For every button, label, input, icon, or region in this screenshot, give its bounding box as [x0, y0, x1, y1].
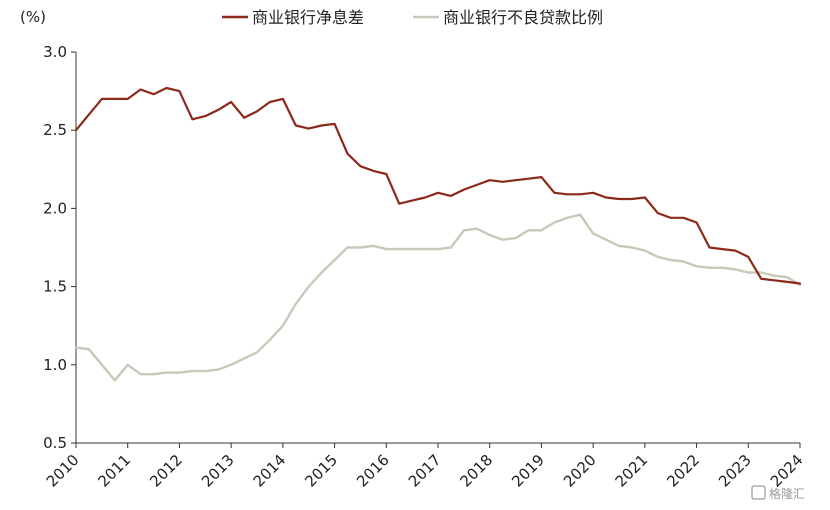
y-tick-label: 0.5 — [43, 434, 67, 452]
series-line-1 — [74, 86, 802, 285]
watermark: 格隆汇 — [751, 485, 805, 501]
x-tick-label: 2012 — [146, 451, 186, 491]
x-tick-label: 2018 — [457, 451, 497, 491]
y-tick-label: 1.0 — [43, 356, 67, 374]
y-tick-label: 1.5 — [43, 278, 67, 296]
watermark-logo-icon — [751, 485, 766, 500]
series-line-2 — [74, 213, 802, 382]
y-tick-label: 3.0 — [43, 43, 67, 61]
x-tick-label: 2015 — [301, 451, 341, 491]
y-tick-label: 2.5 — [43, 121, 67, 139]
x-tick-label: 2016 — [353, 451, 393, 491]
watermark-text: 格隆汇 — [769, 486, 805, 501]
x-tick-label: 2022 — [663, 451, 703, 491]
x-tick-label: 2023 — [715, 451, 755, 491]
x-tick-label: 2019 — [508, 451, 548, 491]
x-tick-label: 2011 — [95, 451, 135, 491]
axes: 0.5 1.0 1.5 2.0 2.5 3.0 2010 2011 2012 2013 2014 20… — [43, 43, 807, 491]
x-tick-label: 2020 — [560, 451, 600, 491]
legend-label-series-2: 商业银行不良贷款比例 — [443, 8, 603, 27]
x-tick-label: 2013 — [198, 451, 238, 491]
y-tick-label: 2.0 — [43, 199, 67, 217]
x-tick-label: 2014 — [250, 451, 290, 491]
x-tick-label: 2017 — [405, 451, 445, 491]
legend: 商业银行净息差 商业银行不良贷款比例 — [222, 8, 603, 27]
legend-label-series-1: 商业银行净息差 — [252, 8, 364, 27]
x-tick-label: 2021 — [612, 451, 652, 491]
x-tick-label: 2024 — [767, 451, 807, 491]
y-unit-label: (%) — [20, 8, 46, 26]
series-layer — [74, 86, 802, 382]
x-tick-label: 2010 — [43, 451, 83, 491]
